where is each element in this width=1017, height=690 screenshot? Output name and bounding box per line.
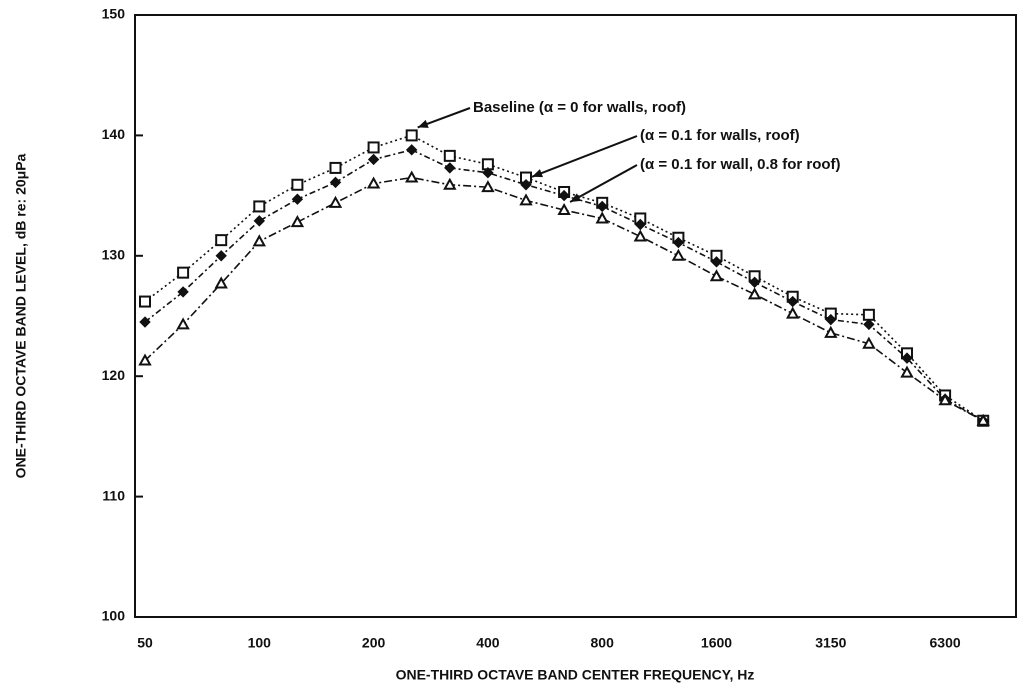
- x-axis-label: ONE-THIRD OCTAVE BAND CENTER FREQUENCY, …: [396, 667, 755, 683]
- marker-diamond: [825, 313, 837, 326]
- marker-triangle: [747, 287, 762, 300]
- plot-frame: [134, 14, 1017, 618]
- marker-diamond: [482, 167, 494, 179]
- x-tick-label: 1600: [701, 635, 732, 651]
- x-tick-label: 50: [137, 635, 153, 651]
- marker-square: [291, 178, 304, 191]
- marker-triangle: [290, 215, 305, 228]
- marker-diamond: [558, 189, 570, 202]
- marker-square: [405, 129, 418, 142]
- marker-diamond: [367, 153, 380, 166]
- y-axis-label: ONE-THIRD OCTAVE BAND LEVEL, dB re: 20μP…: [13, 153, 29, 478]
- arrow-head: [570, 193, 582, 203]
- marker-square: [139, 295, 151, 308]
- y-tick-label: 130: [102, 247, 126, 263]
- marker-triangle: [366, 176, 381, 189]
- marker-diamond: [405, 144, 418, 156]
- marker-triangle: [976, 413, 990, 426]
- marker-square: [215, 234, 228, 247]
- marker-triangle: [862, 336, 876, 349]
- y-tick-label: 150: [102, 6, 126, 22]
- x-tick-label: 200: [362, 635, 386, 651]
- series-annotation: Baseline (α = 0 for walls, roof): [473, 99, 686, 116]
- x-tick-label: 6300: [930, 635, 961, 651]
- series-line: [144, 176, 984, 422]
- y-tick-label: 140: [102, 126, 126, 142]
- marker-triangle: [252, 234, 266, 247]
- marker-diamond: [710, 256, 723, 268]
- marker-diamond: [520, 179, 532, 191]
- marker-triangle: [443, 177, 457, 190]
- series-annotation: (α = 0.1 for walls, roof): [640, 127, 800, 144]
- series-line: [144, 149, 984, 422]
- marker-triangle: [405, 170, 419, 183]
- x-tick-label: 100: [248, 635, 272, 651]
- arrow-head: [532, 169, 543, 178]
- marker-triangle: [481, 180, 495, 193]
- marker-triangle: [328, 195, 343, 208]
- marker-diamond: [139, 316, 151, 328]
- annotation-arrow: [569, 164, 638, 203]
- marker-diamond: [215, 250, 227, 262]
- annotation-arrow: [531, 135, 638, 178]
- marker-triangle: [595, 211, 609, 224]
- marker-triangle: [633, 229, 647, 242]
- marker-triangle: [176, 317, 190, 330]
- marker-triangle: [786, 306, 800, 319]
- marker-square: [443, 149, 456, 162]
- arrow-head: [417, 119, 429, 128]
- marker-diamond: [291, 193, 304, 205]
- marker-diamond: [177, 286, 189, 298]
- y-tick-label: 110: [102, 487, 125, 503]
- marker-square: [177, 266, 190, 279]
- marker-triangle: [214, 276, 228, 289]
- x-tick-label: 400: [476, 635, 500, 651]
- marker-triangle: [824, 325, 838, 338]
- series-annotation: (α = 0.1 for wall, 0.8 for roof): [640, 156, 841, 173]
- y-tick-label: 120: [102, 367, 126, 383]
- x-tick-label: 800: [591, 635, 615, 651]
- marker-diamond: [901, 352, 913, 364]
- marker-triangle: [938, 393, 952, 406]
- marker-triangle: [900, 365, 914, 378]
- marker-triangle: [138, 353, 152, 366]
- marker-diamond: [253, 215, 266, 227]
- marker-diamond: [329, 176, 342, 189]
- marker-diamond: [672, 236, 685, 249]
- marker-square: [253, 200, 266, 213]
- marker-diamond: [863, 318, 875, 331]
- y-tick-label: 100: [102, 608, 126, 624]
- marker-triangle: [557, 202, 571, 216]
- x-tick-label: 3150: [815, 635, 846, 651]
- marker-diamond: [444, 162, 456, 174]
- marker-square: [367, 141, 380, 154]
- marker-square: [862, 308, 875, 321]
- marker-triangle: [709, 269, 724, 282]
- marker-square: [329, 161, 342, 174]
- series-line: [144, 134, 984, 422]
- marker-triangle: [519, 193, 533, 206]
- marker-triangle: [671, 248, 686, 261]
